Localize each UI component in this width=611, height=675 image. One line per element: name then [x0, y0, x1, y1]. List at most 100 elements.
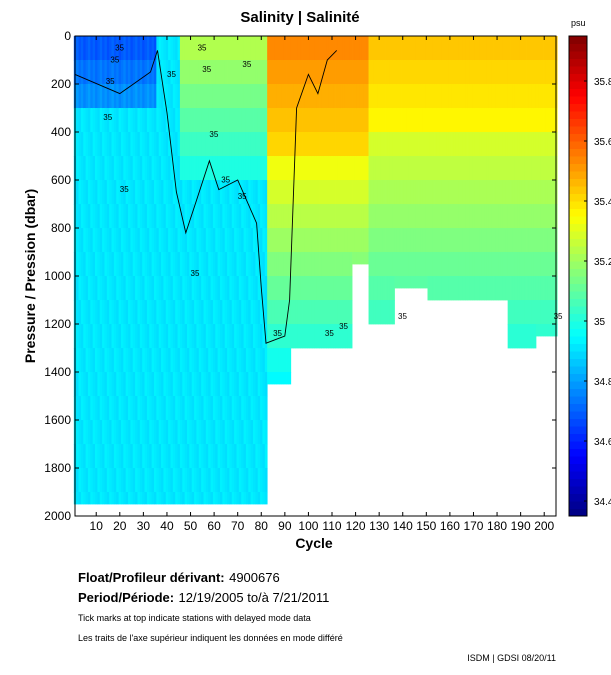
salinity-cell — [370, 36, 374, 61]
salinity-cell — [420, 156, 424, 181]
colorbar-swatch — [569, 171, 587, 179]
salinity-cell — [212, 396, 216, 421]
salinity-cell — [349, 204, 353, 229]
salinity-cell — [118, 468, 122, 493]
salinity-cell — [406, 132, 410, 157]
salinity-cell — [163, 132, 167, 157]
salinity-cell — [502, 204, 506, 229]
salinity-cell — [224, 180, 228, 205]
salinity-cell — [205, 468, 209, 493]
salinity-cell — [300, 276, 303, 301]
x-tick-label: 140 — [393, 519, 413, 533]
salinity-cell — [95, 156, 98, 181]
salinity-cell — [120, 300, 124, 325]
salinity-cell — [227, 324, 230, 349]
salinity-cell — [179, 300, 183, 325]
salinity-cell — [220, 36, 223, 61]
salinity-cell — [288, 84, 292, 109]
salinity-cell — [78, 492, 82, 505]
salinity-cell — [170, 372, 174, 397]
salinity-cell — [300, 204, 303, 229]
salinity-cell — [116, 396, 120, 421]
salinity-cell — [453, 180, 457, 205]
salinity-cell — [227, 84, 230, 109]
salinity-cell — [95, 300, 98, 325]
salinity-cell — [484, 36, 487, 61]
salinity-cell — [236, 60, 240, 85]
salinity-cell — [286, 60, 289, 85]
salinity-cell — [340, 156, 344, 181]
salinity-cell — [311, 324, 315, 349]
salinity-cell — [245, 132, 249, 157]
salinity-cell — [175, 468, 178, 493]
salinity-cell — [531, 84, 534, 109]
salinity-cell — [413, 60, 417, 85]
salinity-cell — [222, 420, 226, 445]
salinity-cell — [250, 204, 254, 229]
salinity-cell — [502, 108, 506, 133]
note-french: Les traits de l'axe supérieur indiquent … — [78, 633, 343, 643]
salinity-cell — [260, 252, 263, 277]
salinity-cell — [78, 84, 82, 109]
salinity-cell — [144, 396, 148, 421]
salinity-cell — [139, 84, 143, 109]
salinity-cell — [486, 276, 490, 301]
salinity-cell — [210, 84, 214, 109]
salinity-cell — [467, 228, 471, 253]
salinity-cell — [248, 372, 252, 397]
salinity-cell — [128, 36, 131, 61]
salinity-cell — [257, 228, 261, 253]
salinity-cell — [267, 108, 270, 133]
salinity-cell — [90, 36, 94, 61]
salinity-cell — [153, 444, 157, 469]
salinity-cell — [498, 228, 501, 253]
salinity-cell — [128, 372, 131, 397]
salinity-cell — [434, 156, 438, 181]
salinity-cell — [201, 324, 204, 349]
salinity-cell — [250, 300, 254, 325]
salinity-cell — [323, 180, 327, 205]
salinity-cell — [234, 300, 237, 325]
salinity-cell — [220, 204, 223, 229]
salinity-cell — [229, 372, 233, 397]
salinity-cell — [307, 84, 311, 109]
salinity-cell — [156, 228, 160, 253]
salinity-cell — [165, 396, 169, 421]
salinity-cell — [161, 132, 164, 157]
salinity-cell — [288, 132, 292, 157]
salinity-cell — [307, 204, 311, 229]
salinity-cell — [125, 468, 129, 493]
salinity-cell — [224, 108, 228, 133]
salinity-cell — [146, 252, 150, 277]
salinity-cell — [467, 276, 471, 301]
salinity-cell — [439, 180, 443, 205]
salinity-cell — [434, 60, 438, 85]
salinity-cell — [545, 84, 549, 109]
salinity-cell — [99, 60, 103, 85]
salinity-cell — [182, 84, 186, 109]
salinity-cell — [462, 252, 466, 277]
salinity-cell — [354, 84, 358, 109]
salinity-cell — [342, 276, 346, 301]
salinity-cell — [528, 60, 532, 85]
x-tick-label: 10 — [90, 519, 104, 533]
salinity-cell — [477, 276, 480, 301]
salinity-cell — [356, 228, 360, 253]
salinity-cell — [234, 108, 237, 133]
salinity-cell — [245, 372, 249, 397]
salinity-cell — [189, 276, 193, 301]
salinity-cell — [283, 300, 287, 325]
salinity-cell — [187, 228, 190, 253]
salinity-cell — [113, 36, 117, 61]
salinity-cell — [158, 372, 162, 397]
salinity-cell — [484, 60, 487, 85]
salinity-cell — [85, 108, 89, 133]
salinity-cell — [377, 180, 381, 205]
salinity-cell — [323, 60, 327, 85]
salinity-cell — [304, 300, 308, 325]
salinity-cell — [172, 372, 176, 397]
salinity-cell — [177, 132, 181, 157]
salinity-cell — [521, 300, 525, 325]
salinity-cell — [375, 108, 379, 133]
salinity-cell — [288, 348, 292, 373]
